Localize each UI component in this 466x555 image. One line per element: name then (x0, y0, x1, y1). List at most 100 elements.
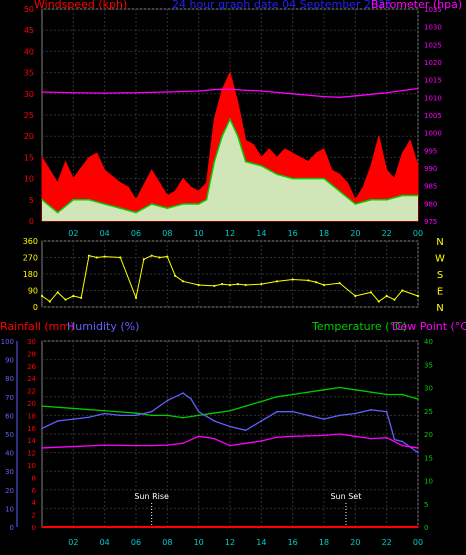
wind-avg-point (221, 135, 223, 137)
humidity-point (370, 409, 372, 411)
temperature-point (323, 389, 325, 391)
humidity-tick-label: 10 (5, 505, 14, 513)
temperature-point (276, 396, 278, 398)
temperature-point (338, 386, 341, 389)
humidity-point (197, 410, 200, 413)
x-tick-label: 22 (382, 229, 392, 238)
wind-direction-point (275, 280, 279, 283)
barometer-tick-label: 975 (424, 218, 437, 226)
temp-series (41, 386, 419, 528)
barometer-tick-label: 1025 (424, 41, 442, 49)
dew-point-line (41, 433, 419, 449)
wind-avg-point (276, 173, 278, 176)
barometer-point (166, 91, 169, 93)
humidity-tick-label: 50 (5, 431, 14, 439)
wind-direction-point (174, 274, 177, 277)
x-tick-label: 22 (382, 538, 392, 547)
x-tick-label: 14 (256, 229, 266, 238)
barometer-tick-label: 1035 (424, 6, 442, 14)
temperature-tick-label: 10 (424, 478, 433, 486)
wind-direction-point (244, 283, 247, 287)
wind-avg-point (135, 211, 137, 214)
wind-avg-point (323, 177, 325, 180)
rainfall-tick-label: 6 (32, 487, 37, 495)
dew-point-point (244, 442, 247, 445)
dewpoint-axis-title: Dew Point (°C) (392, 320, 466, 333)
dew-point-point (135, 444, 137, 447)
direction-tick-label: 180 (23, 270, 38, 279)
dew-point-point (354, 435, 357, 438)
wind-direction-point (307, 279, 310, 282)
barometer-tick-label: 995 (424, 147, 437, 155)
barometer-point (213, 88, 216, 91)
dew-point-point (166, 444, 169, 446)
rainfall-tick-label: 28 (27, 350, 36, 358)
x-tick-label: 14 (256, 538, 266, 547)
temperature-tick-label: 0 (424, 524, 428, 532)
dew-point-point (72, 445, 75, 448)
temperature-point (182, 416, 184, 419)
wind-direction-point (150, 254, 153, 257)
wind-avg-point (354, 203, 357, 205)
temperature-point (213, 412, 216, 414)
dew-point-point (213, 437, 216, 440)
direction-tick-label: 360 (23, 237, 38, 246)
compass-label: N (436, 303, 443, 314)
wind-direction-point (291, 278, 294, 281)
wind-direction-point (416, 294, 420, 298)
dew-point-point (417, 447, 419, 449)
temperature-tick-label: 35 (424, 361, 433, 369)
humidity-tick-label: 40 (5, 450, 14, 458)
x-tick-label: 10 (194, 538, 204, 547)
direction-tick-label: 0 (33, 303, 38, 312)
x-tick-label: 16 (288, 538, 298, 547)
compass-label: S (437, 270, 443, 281)
direction-tick-label: 90 (28, 287, 38, 296)
humidity-tick-label: 100 (1, 338, 14, 346)
humidity-point (307, 414, 310, 417)
dew-point-point (260, 440, 263, 442)
windspeed-tick-label: 15 (24, 153, 34, 162)
wind-direction-point (181, 280, 185, 283)
dew-point-point (229, 444, 231, 447)
compass-label: N (436, 237, 443, 248)
wind-avg-point (72, 199, 75, 201)
wind-direction-point (354, 294, 357, 298)
temperature-point (103, 409, 106, 412)
windspeed-tick-label: 40 (24, 47, 34, 56)
wind-avg-point (291, 177, 294, 180)
dew-point-point (150, 444, 153, 447)
humidity-point (135, 414, 137, 417)
windspeed-tick-label: 50 (24, 5, 34, 14)
dew-point-point (197, 435, 200, 438)
barometer-tick-label: 990 (424, 165, 437, 173)
barometer-point (338, 96, 341, 99)
wind-avg-point (88, 199, 90, 201)
wind-direction-point (322, 283, 326, 287)
x-tick-label: 10 (194, 229, 204, 238)
rainfall-tick-label: 16 (27, 425, 36, 433)
wind-avg-point (244, 160, 247, 163)
wind-avg-point (385, 199, 388, 201)
humidity-tick-label: 90 (5, 357, 14, 365)
wind-avg-point (417, 194, 419, 197)
humidity-point (229, 425, 231, 428)
wind-direction-point (385, 294, 388, 298)
humidity-point (417, 451, 419, 454)
humidity-point (190, 397, 192, 400)
barometer-tick-label: 1015 (424, 77, 442, 85)
temperature-point (307, 391, 310, 393)
wind-avg-point (182, 203, 184, 205)
wind-direction-point (95, 256, 98, 259)
rainfall-tick-label: 26 (27, 363, 36, 371)
barometer-tick-label: 980 (424, 200, 437, 208)
wind-avg-point (213, 160, 216, 163)
humidity-axis-title: Humidity (%) (67, 320, 139, 333)
wind-direction-point (401, 289, 404, 292)
barometer-point (197, 90, 200, 92)
humidity-tick-label: 20 (5, 487, 14, 495)
barometer-tick-label: 985 (424, 183, 437, 191)
wind-avg-line (41, 117, 418, 214)
rainfall-tick-label: 20 (27, 400, 36, 408)
wind-avg-point (119, 207, 122, 210)
